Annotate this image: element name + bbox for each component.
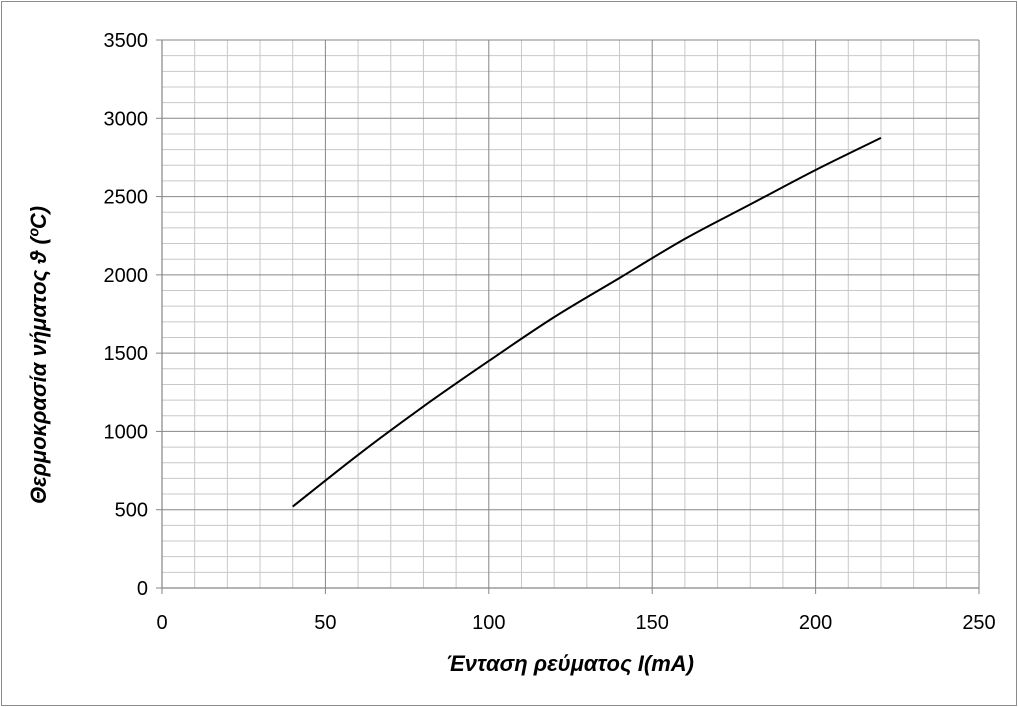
y-tick-label: 0 bbox=[137, 578, 148, 600]
x-tick-label: 50 bbox=[314, 612, 336, 634]
y-tick-label: 3000 bbox=[104, 108, 149, 130]
x-tick-label: 150 bbox=[636, 612, 669, 634]
x-tick-label: 100 bbox=[472, 612, 505, 634]
y-axis-title: Θερμοκρασία νήματος ϑ (ºC) bbox=[26, 206, 51, 504]
series-layer bbox=[292, 136, 882, 508]
x-tick-label: 250 bbox=[962, 612, 995, 634]
y-tick-label: 1500 bbox=[104, 343, 149, 365]
axes bbox=[156, 39, 980, 594]
series-line bbox=[292, 136, 882, 508]
tick-labels: 0 50 100 150 200 2500500100015002000250030003… bbox=[104, 30, 996, 634]
x-tick-label: 0 bbox=[156, 612, 167, 634]
x-axis-title: Ένταση ρεύματος I(mA) bbox=[446, 651, 694, 676]
minor-gridlines bbox=[162, 40, 979, 588]
major-gridlines bbox=[161, 39, 980, 589]
y-tick-label: 500 bbox=[115, 500, 148, 522]
y-tick-label: 3500 bbox=[104, 30, 149, 52]
y-tick-label: 1000 bbox=[104, 421, 149, 443]
x-tick-label: 200 bbox=[799, 612, 832, 634]
y-tick-label: 2000 bbox=[104, 265, 149, 287]
y-tick-label: 2500 bbox=[104, 187, 149, 209]
